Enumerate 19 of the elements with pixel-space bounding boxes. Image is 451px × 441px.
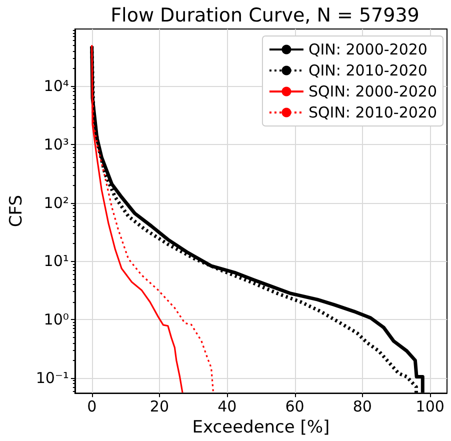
- x-tick-label: 40: [218, 398, 237, 416]
- y-tick-label: 10¹: [44, 252, 69, 270]
- legend-label: QIN: 2000-2020: [308, 40, 428, 58]
- x-tick-label: 60: [285, 398, 304, 416]
- x-tick-label: 80: [352, 398, 372, 416]
- x-tick-label: 20: [150, 398, 170, 416]
- y-tick-label: 10³: [44, 135, 69, 154]
- y-tick-label: 10²: [44, 194, 69, 212]
- x-tick-label: 100: [416, 398, 444, 416]
- legend-label: QIN: 2010-2020: [308, 62, 428, 80]
- y-tick-label: 10⁴: [44, 77, 69, 96]
- legend-label: SQIN: 2000-2020: [308, 82, 438, 100]
- chart-title: Flow Duration Curve, N = 57939: [110, 4, 420, 26]
- y-axis-title: CFS: [6, 194, 26, 228]
- legend-label: SQIN: 2010-2020: [308, 104, 438, 122]
- x-tick-label: 0: [87, 398, 97, 416]
- x-axis-title: Exceedence [%]: [192, 418, 330, 438]
- y-tick-label: 10⁰: [44, 310, 69, 329]
- y-tick-label: 10⁻¹: [36, 368, 69, 387]
